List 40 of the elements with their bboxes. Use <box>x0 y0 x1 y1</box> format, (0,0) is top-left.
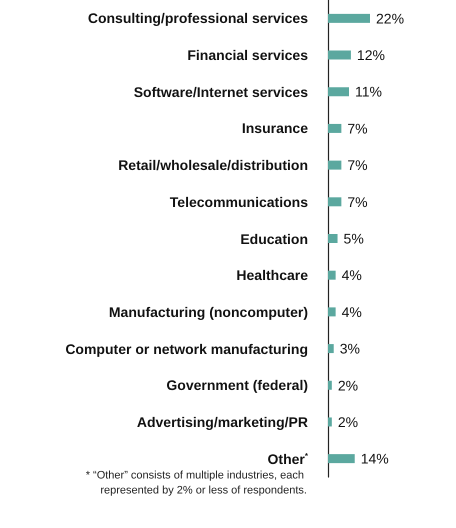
y-tick-label: Software/Internet services <box>134 84 308 100</box>
bar <box>328 124 342 133</box>
data-label: 7% <box>347 194 368 210</box>
data-label: 2% <box>338 377 358 394</box>
data-label: 7% <box>347 120 368 136</box>
data-label: 2% <box>338 414 358 430</box>
data-label: 7% <box>347 157 368 174</box>
data-label: 4% <box>342 304 362 320</box>
data-label: 14% <box>360 450 389 467</box>
bar <box>328 50 351 60</box>
bar <box>328 417 332 426</box>
y-tick-label: Financial services <box>187 47 308 64</box>
y-tick-label: Consulting/professional services <box>88 10 308 26</box>
y-tick-label: Education <box>240 230 308 246</box>
y-tick-label: Insurance <box>242 120 308 136</box>
bar <box>328 454 355 464</box>
bar <box>328 234 338 243</box>
y-tick-label: Advertising/marketing/PR <box>136 414 308 430</box>
bar <box>328 87 349 96</box>
bar <box>328 380 332 390</box>
bar <box>328 344 334 354</box>
data-label: 11% <box>355 84 382 100</box>
bar <box>328 307 336 316</box>
data-label: 3% <box>340 340 360 357</box>
y-tick-label: Other$^{*}$ <box>268 450 308 467</box>
bar <box>328 14 370 23</box>
data-label: 5% <box>344 230 364 246</box>
text: * “Other” consists of multiple industries, each represented by 2% or less of respondents. <box>86 470 307 496</box>
y-tick-label: Telecommunications <box>170 194 308 210</box>
y-tick-label: Computer or network manufacturing <box>65 340 308 357</box>
y-tick-label: Government (federal) <box>166 377 308 394</box>
bar <box>328 160 342 170</box>
data-label: 22% <box>376 10 404 26</box>
data-label: 4% <box>342 267 362 284</box>
bar <box>328 270 336 280</box>
bar <box>328 197 342 206</box>
y-tick-label: Manufacturing (noncomputer) <box>108 304 308 320</box>
data-label: 12% <box>356 47 385 64</box>
y-tick-label: Healthcare <box>236 267 308 284</box>
y-tick-label: Retail/wholesale/distribution <box>118 157 308 174</box>
